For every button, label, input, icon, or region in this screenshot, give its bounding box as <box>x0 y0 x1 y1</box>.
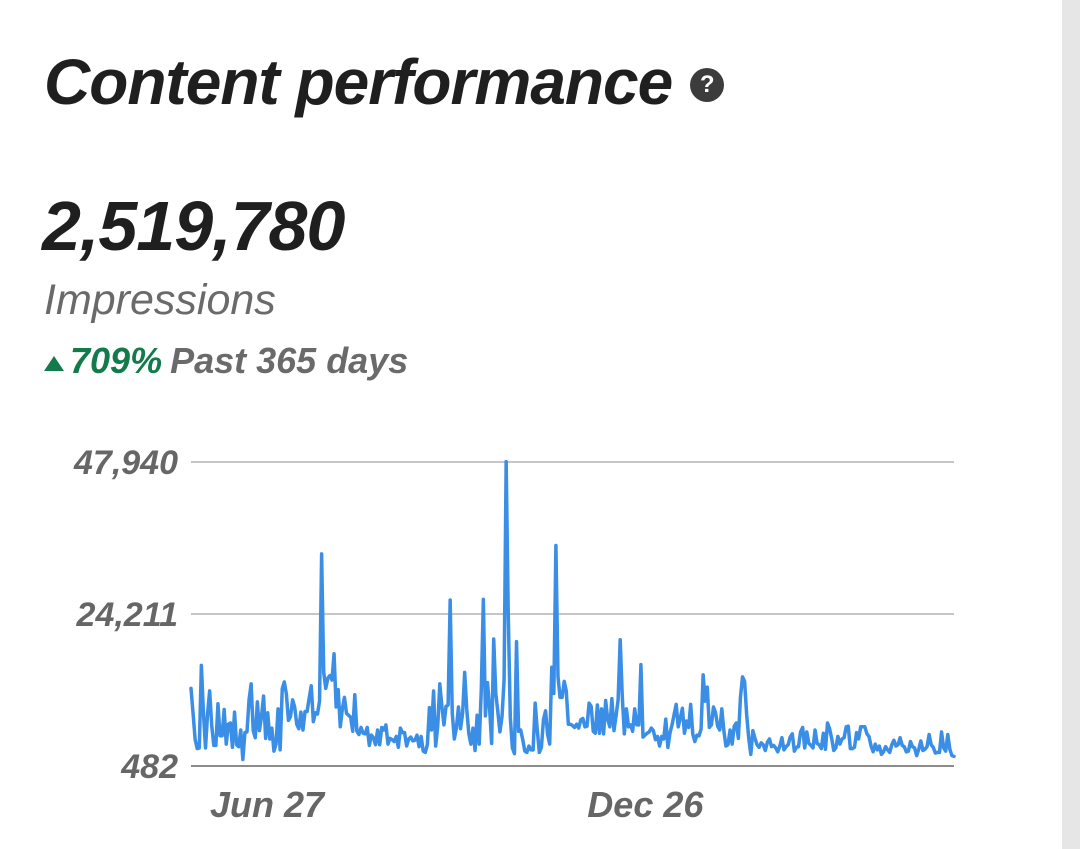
title-row: Content performance ? <box>44 44 725 120</box>
x-tick-label: Dec 26 <box>587 784 704 825</box>
y-tick-label: 47,940 <box>73 444 178 482</box>
change-percent: 709% <box>70 340 163 381</box>
page-title: Content performance <box>44 46 673 118</box>
impressions-line-chart: 47,940 24,211 482 Jun 27 Dec 26 <box>73 444 956 825</box>
trend-up-icon <box>44 355 64 371</box>
y-tick-label: 482 <box>120 748 178 786</box>
impressions-series-line <box>189 459 956 762</box>
period-label: Past 365 days <box>170 340 409 381</box>
y-tick-label: 24,211 <box>76 596 178 634</box>
x-tick-label: Jun 27 <box>210 784 326 825</box>
change-indicator: 709% Past 365 days <box>44 338 408 384</box>
metric-label: Impressions <box>44 276 276 324</box>
question-circle-icon[interactable]: ? <box>690 68 725 102</box>
scrollbar-track <box>1062 0 1080 849</box>
impressions-total: 2,519,780 <box>42 187 345 265</box>
